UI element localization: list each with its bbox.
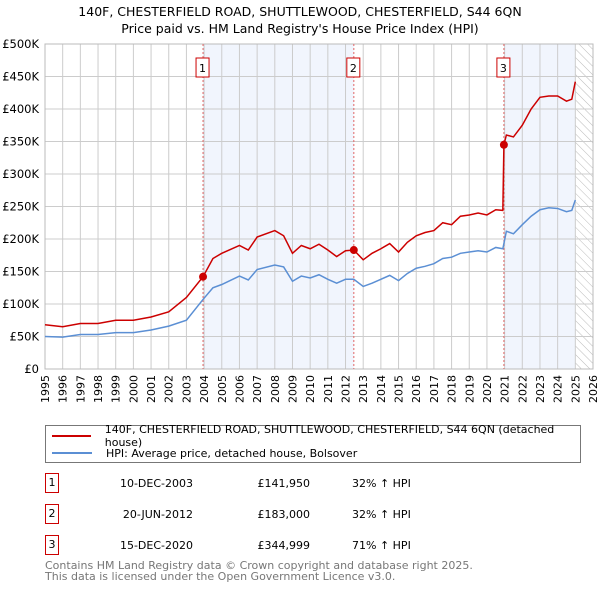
x-tick-label: 2010 [304, 375, 317, 403]
y-tick-label: £500K [2, 37, 39, 51]
x-tick-label: 2001 [145, 375, 158, 403]
y-tick-label: £300K [2, 167, 39, 181]
x-tick-label: 2005 [216, 375, 229, 403]
footer: Contains HM Land Registry data © Crown c… [45, 560, 473, 582]
y-tick-label: £400K [2, 102, 39, 116]
sale-hpi: 71% ↑ HPI [352, 538, 411, 552]
y-tick-label: £0 [24, 362, 39, 376]
sale-marker-label: 2 [350, 62, 357, 75]
sale-date: 20-JUN-2012 [122, 507, 193, 521]
chart-title: 140F, CHESTERFIELD ROAD, SHUTTLEWOOD, CH… [78, 4, 522, 19]
x-tick-label: 2014 [375, 375, 388, 403]
x-tick-label: 2026 [587, 375, 600, 403]
legend-item-hpi: HPI: Average price, detached house, Bols… [46, 445, 357, 461]
x-tick-label: 1997 [74, 375, 87, 403]
sale-marker-box [346, 57, 361, 78]
footer-line: Contains HM Land Registry data © Crown c… [45, 559, 473, 572]
x-tick-label: 1998 [92, 375, 105, 403]
sale-hpi: 32% ↑ HPI [352, 507, 411, 521]
x-tick-label: 2009 [286, 375, 299, 403]
y-tick-label: £200K [2, 232, 39, 246]
x-tick-label: 2013 [357, 375, 370, 403]
sale-marker-box [496, 57, 511, 78]
x-tick-label: 2019 [463, 375, 476, 403]
x-tick-label: 2016 [410, 375, 423, 403]
sale-date: 10-DEC-2003 [119, 476, 193, 490]
legend-label: 140F, CHESTERFIELD ROAD, SHUTTLEWOOD, CH… [104, 423, 555, 449]
plot-area: 1995 1996 1997 1998 1999 2000 2001 2002 2003 2004… [2, 37, 600, 403]
sale-marker-box [195, 57, 210, 78]
sale-row: 2 20-JUN-2012 £183,000 32% ↑ HPI [45, 504, 411, 524]
x-tick-label: 2006 [233, 375, 246, 403]
sale-price: £141,950 [257, 476, 311, 490]
y-tick-label: £150K [2, 265, 39, 279]
series-line [44, 81, 577, 328]
sale-marker-label: 1 [199, 62, 206, 75]
x-tick-label: 2008 [269, 375, 282, 403]
x-tick-label: 2003 [180, 375, 193, 403]
y-tick-label: £50K [10, 330, 40, 344]
x-tick-label: 2024 [552, 375, 565, 403]
sale-hpi: 32% ↑ HPI [352, 476, 411, 490]
y-tick-label: £450K [2, 70, 39, 84]
x-tick-label: 2015 [393, 375, 406, 403]
sale-date: 15-DEC-2020 [119, 538, 193, 552]
x-tick-label: 2023 [534, 375, 547, 403]
x-tick-label: 2000 [127, 375, 140, 403]
y-tick-label: £250K [2, 200, 39, 214]
sale-number: 1 [45, 473, 59, 493]
x-tick-label: 2020 [481, 375, 494, 403]
x-tick-label: 2022 [516, 375, 529, 403]
x-tick-label: 1995 [39, 375, 52, 403]
footer-line: This data is licensed under the Open Gov… [45, 570, 396, 583]
legend: 140F, CHESTERFIELD ROAD, SHUTTLEWOOD, CH… [45, 423, 581, 463]
x-tick-label: 2021 [499, 375, 512, 403]
sale-number: 3 [45, 535, 59, 555]
x-tick-label: 2002 [163, 375, 176, 403]
sale-row: 3 15-DEC-2020 £344,999 71% ↑ HPI [45, 535, 411, 555]
x-tick-label: 2011 [322, 375, 335, 403]
sale-row: 1 10-DEC-2003 £141,950 32% ↑ HPI [45, 473, 411, 493]
x-tick-label: 2007 [251, 375, 264, 403]
legend-swatch-red [52, 435, 91, 437]
sale-point [499, 140, 508, 149]
sale-price: £344,999 [257, 538, 311, 552]
sale-price: £183,000 [257, 507, 311, 521]
x-tick-label: 1999 [110, 375, 123, 403]
chart-subtitle: Price paid vs. HM Land Registry's House … [121, 21, 479, 36]
sale-number: 2 [45, 504, 59, 524]
x-tick-label: 2017 [428, 375, 441, 403]
sale-point [199, 272, 208, 281]
y-tick-label: £350K [2, 135, 39, 149]
series-line [44, 199, 577, 338]
sale-point [349, 246, 358, 255]
plot-frame [44, 43, 594, 370]
y-tick-label: £100K [2, 297, 39, 311]
legend-label: HPI: Average price, detached house, Bols… [106, 446, 358, 460]
legend-item-property: 140F, CHESTERFIELD ROAD, SHUTTLEWOOD, CH… [46, 423, 580, 449]
x-tick-label: 2025 [569, 375, 582, 403]
x-tick-label: 1996 [57, 375, 70, 403]
x-tick-label: 2018 [446, 375, 459, 403]
x-tick-label: 2004 [198, 375, 211, 403]
x-tick-label: 2012 [340, 375, 353, 403]
sale-marker-label: 3 [500, 62, 507, 75]
legend-swatch-blue [52, 452, 92, 454]
